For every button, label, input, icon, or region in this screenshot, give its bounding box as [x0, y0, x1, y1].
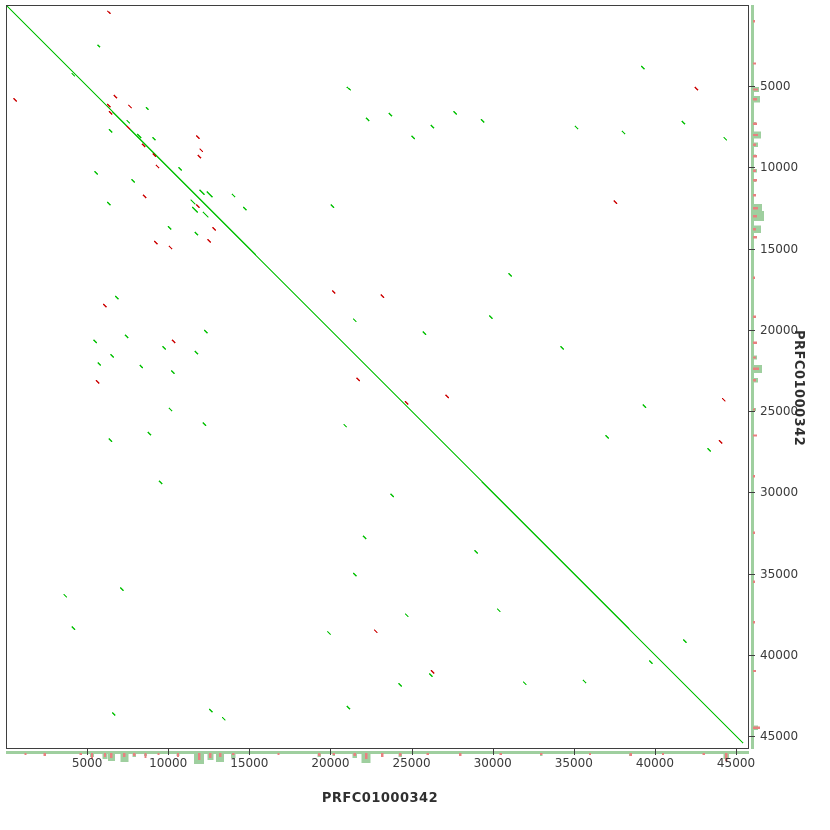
- y-axis-tick: [749, 492, 755, 494]
- x-axis-tick-label: 30000: [473, 756, 512, 770]
- y-axis-tick-label: 15000: [760, 241, 799, 256]
- x-axis-tick: [249, 749, 251, 755]
- y-axis-tick-label: 35000: [760, 566, 799, 581]
- x-axis-tick: [654, 749, 656, 755]
- y-axis-tick: [749, 329, 755, 331]
- y-axis-tick: [749, 411, 755, 413]
- bottom-coverage-track: [6, 749, 749, 766]
- x-axis-tick: [411, 749, 413, 755]
- y-axis-tick-label: 40000: [760, 647, 799, 662]
- y-axis-tick: [749, 167, 755, 169]
- y-axis-tick-label: 20000: [760, 322, 799, 337]
- y-axis-title: PRFC01000342: [791, 330, 806, 447]
- x-axis-tick-label: 25000: [392, 756, 431, 770]
- x-axis-tick: [87, 749, 89, 755]
- x-axis-tick: [573, 749, 575, 755]
- x-axis-tick-label: 35000: [554, 756, 593, 770]
- x-axis-tick: [168, 749, 170, 755]
- right-coverage-track: [749, 5, 766, 749]
- x-axis-tick-label: 5000: [71, 756, 103, 770]
- y-axis-tick: [749, 654, 755, 656]
- x-axis-tick-label: 10000: [149, 756, 188, 770]
- y-axis-tick-label: 5000: [760, 79, 791, 94]
- dotplot-canvas: [7, 6, 744, 744]
- y-axis-tick: [749, 736, 755, 737]
- x-axis-tick-label: 40000: [635, 756, 674, 770]
- x-axis-tick-label: 20000: [311, 756, 350, 770]
- y-axis-tick: [749, 248, 755, 250]
- x-axis-tick-label: 45000: [716, 756, 756, 770]
- y-axis-tick: [749, 86, 755, 88]
- y-axis-tick-label: 30000: [760, 485, 799, 500]
- y-axis-tick-label: 45000: [760, 729, 799, 743]
- x-axis-tick: [330, 749, 332, 755]
- x-axis-tick: [736, 749, 738, 755]
- x-axis-tick-label: 15000: [230, 756, 269, 770]
- x-axis-title: PRFC01000342: [321, 791, 439, 806]
- plot-area: [6, 5, 749, 749]
- x-axis-tick: [492, 749, 494, 755]
- y-axis-tick-label: 10000: [760, 160, 799, 175]
- y-axis-tick: [749, 573, 755, 575]
- y-axis-tick-label: 25000: [760, 404, 799, 419]
